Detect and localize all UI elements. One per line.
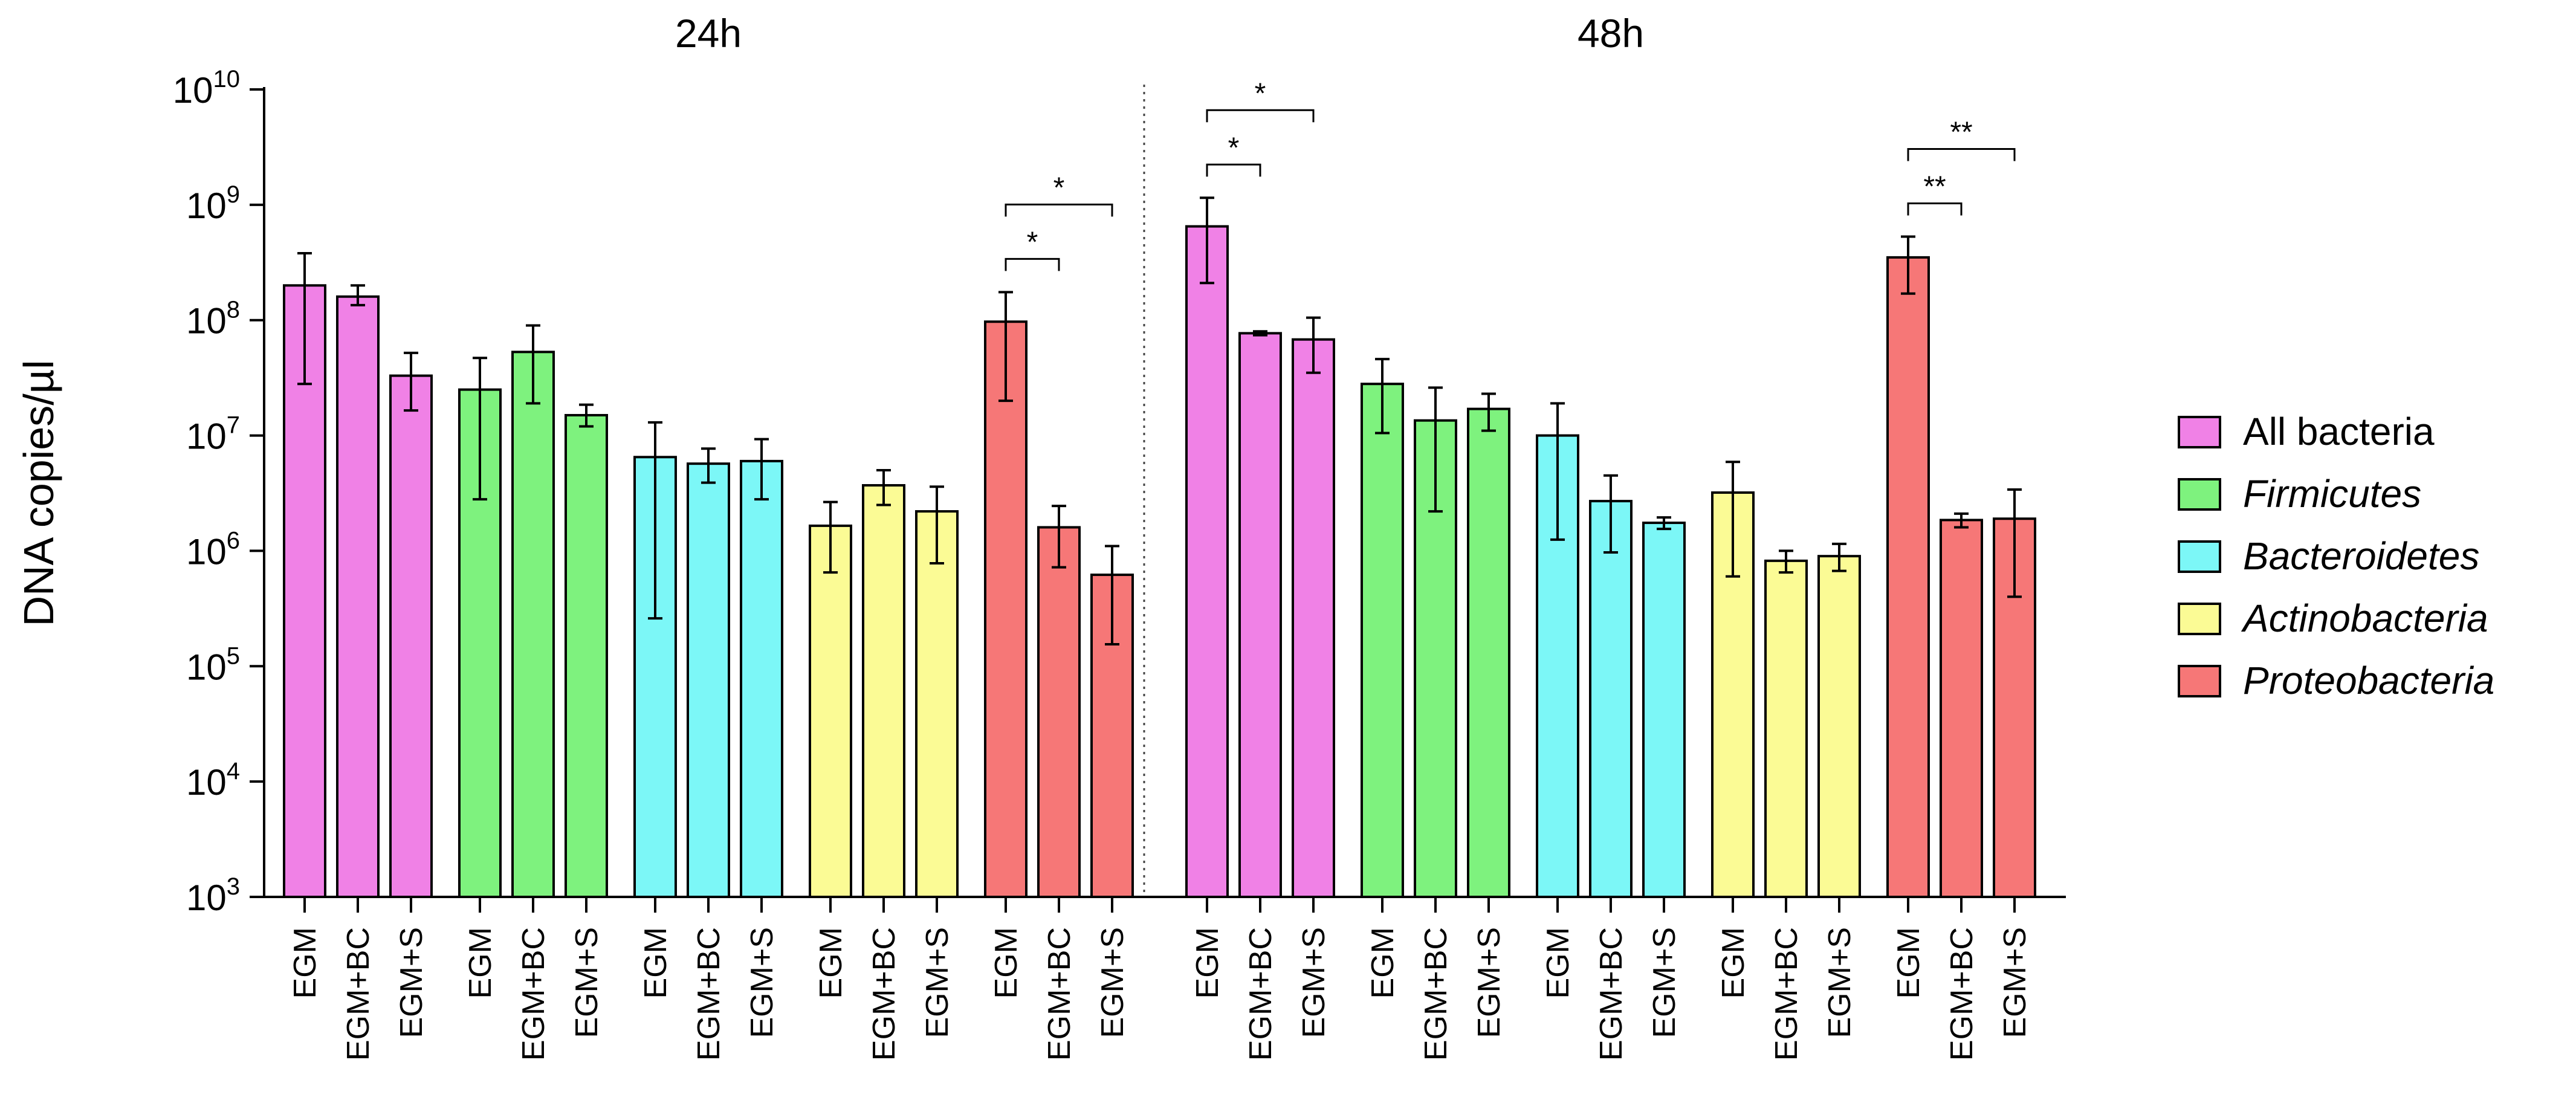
x-tick-label: EGM+BC	[867, 927, 902, 1061]
significance-label: *	[1255, 77, 1266, 109]
x-tick-label: EGM+S	[394, 927, 429, 1038]
legend-label-all-bacteria: All bacteria	[2243, 410, 2435, 453]
x-tick-label: EGM	[1716, 927, 1751, 998]
legend-swatch-firmicutes	[2178, 478, 2221, 511]
significance-bracket	[1206, 163, 1261, 177]
y-tick-label-3: 106	[186, 527, 240, 572]
significance-label: *	[1027, 226, 1038, 258]
legend-swatch-proteobacteria	[2178, 665, 2221, 697]
x-tick-label: EGM+BC	[1769, 927, 1804, 1061]
x-tick-label: EGM	[989, 927, 1024, 998]
legend-label-proteobacteria: Proteobacteria	[2243, 659, 2494, 702]
bar-48h-all-bacteria-egm-plus-s	[1292, 338, 1335, 898]
significance-bracket	[1005, 203, 1113, 217]
bar-48h-firmicutes-egm-plus-s	[1467, 407, 1510, 898]
bar-48h-bacteroidetes-egm-plus-s	[1642, 522, 1686, 898]
y-tick-label-0: 103	[186, 873, 240, 918]
bar-48h-proteobacteria-egm-plus-bc	[1940, 519, 1983, 898]
x-tick-label: EGM+S	[1822, 927, 1857, 1038]
x-tick-label: EGM	[1541, 927, 1576, 998]
legend-swatch-all-bacteria	[2178, 416, 2221, 448]
panel-title-48h: 48h	[1578, 11, 1644, 56]
x-tick-label: EGM	[1190, 927, 1225, 998]
labels: 103 104 105 106 107 108 109 1010 DNA copies/µl 24…	[15, 11, 2033, 1061]
bar-24h-bacteroidetes-egm-plus-s	[740, 459, 783, 898]
x-tick-label: EGM	[288, 927, 323, 998]
x-tick-label: EGM	[1891, 927, 1926, 998]
y-tick-label-6: 109	[186, 181, 240, 226]
x-tick-label: EGM+BC	[1419, 927, 1454, 1061]
bars	[283, 109, 2036, 898]
bar-48h-all-bacteria-egm	[1185, 225, 1229, 898]
x-tick-label: EGM+S	[745, 927, 780, 1038]
y-tick-label-4: 107	[186, 412, 240, 457]
bar-24h-firmicutes-egm	[458, 388, 502, 898]
legend-swatch-actinobacteria	[2178, 603, 2221, 635]
bar-24h-all-bacteria-egm-plus-bc	[336, 295, 380, 898]
x-tick-label: EGM+S	[1296, 927, 1332, 1038]
x-tick-label: EGM+BC	[516, 927, 551, 1061]
x-tick-label: EGM+BC	[1594, 927, 1629, 1061]
significance-bracket	[1206, 109, 1315, 123]
bar-24h-bacteroidetes-egm-plus-bc	[687, 462, 730, 898]
y-tick-label-7: 1010	[173, 66, 240, 111]
bar-24h-proteobacteria-egm	[984, 320, 1027, 898]
y-tick-label-1: 104	[186, 758, 240, 803]
bar-48h-firmicutes-egm	[1361, 383, 1404, 898]
bar-24h-firmicutes-egm-plus-bc	[511, 351, 555, 898]
bar-48h-proteobacteria-egm	[1886, 256, 1930, 898]
legend: All bacteria Firmicutes Bacteroidetes Actin…	[2178, 410, 2494, 702]
x-tick-label: EGM+BC	[1042, 927, 1077, 1061]
significance-label: *	[1053, 172, 1065, 204]
x-tick-label: EGM+BC	[1944, 927, 1979, 1061]
bar-24h-actinobacteria-egm-plus-bc	[862, 484, 905, 898]
x-tick-label: EGM	[1365, 927, 1400, 998]
y-axis-label: DNA copies/µl	[15, 360, 62, 626]
bar-24h-all-bacteria-egm-plus-s	[389, 374, 433, 898]
x-tick-label: EGM	[638, 927, 673, 998]
bar-24h-actinobacteria-egm	[809, 524, 852, 898]
x-tick-label: EGM+S	[1647, 927, 1682, 1038]
bar-24h-actinobacteria-egm-plus-s	[915, 510, 959, 898]
significance-bracket	[1907, 202, 1963, 216]
significance-label: *	[1228, 132, 1240, 164]
x-tick-label: EGM+S	[1998, 927, 2033, 1038]
legend-swatch-bacteroidetes	[2178, 540, 2221, 573]
significance-bracket	[1907, 147, 2016, 161]
x-tick-label: EGM	[814, 927, 849, 998]
bar-48h-bacteroidetes-egm-plus-bc	[1589, 500, 1633, 898]
x-tick-label: EGM+BC	[341, 927, 376, 1061]
significance-bracket	[1005, 257, 1060, 271]
bar-48h-proteobacteria-egm-plus-s	[1993, 517, 2036, 898]
bar-48h-actinobacteria-egm-plus-s	[1817, 555, 1861, 898]
significance-label: **	[1923, 170, 1946, 202]
legend-label-firmicutes: Firmicutes	[2243, 472, 2421, 516]
x-tick-label: EGM+S	[569, 927, 604, 1038]
x-tick-label: EGM	[463, 927, 498, 998]
significance-label: **	[1950, 116, 1972, 148]
legend-label-bacteroidetes: Bacteroidetes	[2243, 534, 2479, 578]
bar-48h-actinobacteria-egm-plus-bc	[1764, 559, 1808, 898]
y-tick-label-2: 105	[186, 642, 240, 687]
x-tick-label: EGM+S	[1472, 927, 1507, 1038]
legend-label-actinobacteria: Actinobacteria	[2241, 597, 2488, 640]
x-tick-label: EGM+S	[1095, 927, 1130, 1038]
x-tick-label: EGM+BC	[691, 927, 727, 1061]
x-tick-label: EGM+S	[920, 927, 955, 1038]
x-tick-label: EGM+BC	[1243, 927, 1278, 1061]
bar-24h-firmicutes-egm-plus-s	[565, 413, 608, 898]
panel-title-24h: 24h	[675, 11, 742, 56]
y-tick-label-5: 108	[186, 297, 240, 341]
bar-24h-proteobacteria-egm-plus-bc	[1037, 526, 1081, 898]
bar-48h-all-bacteria-egm-plus-bc	[1238, 332, 1282, 898]
